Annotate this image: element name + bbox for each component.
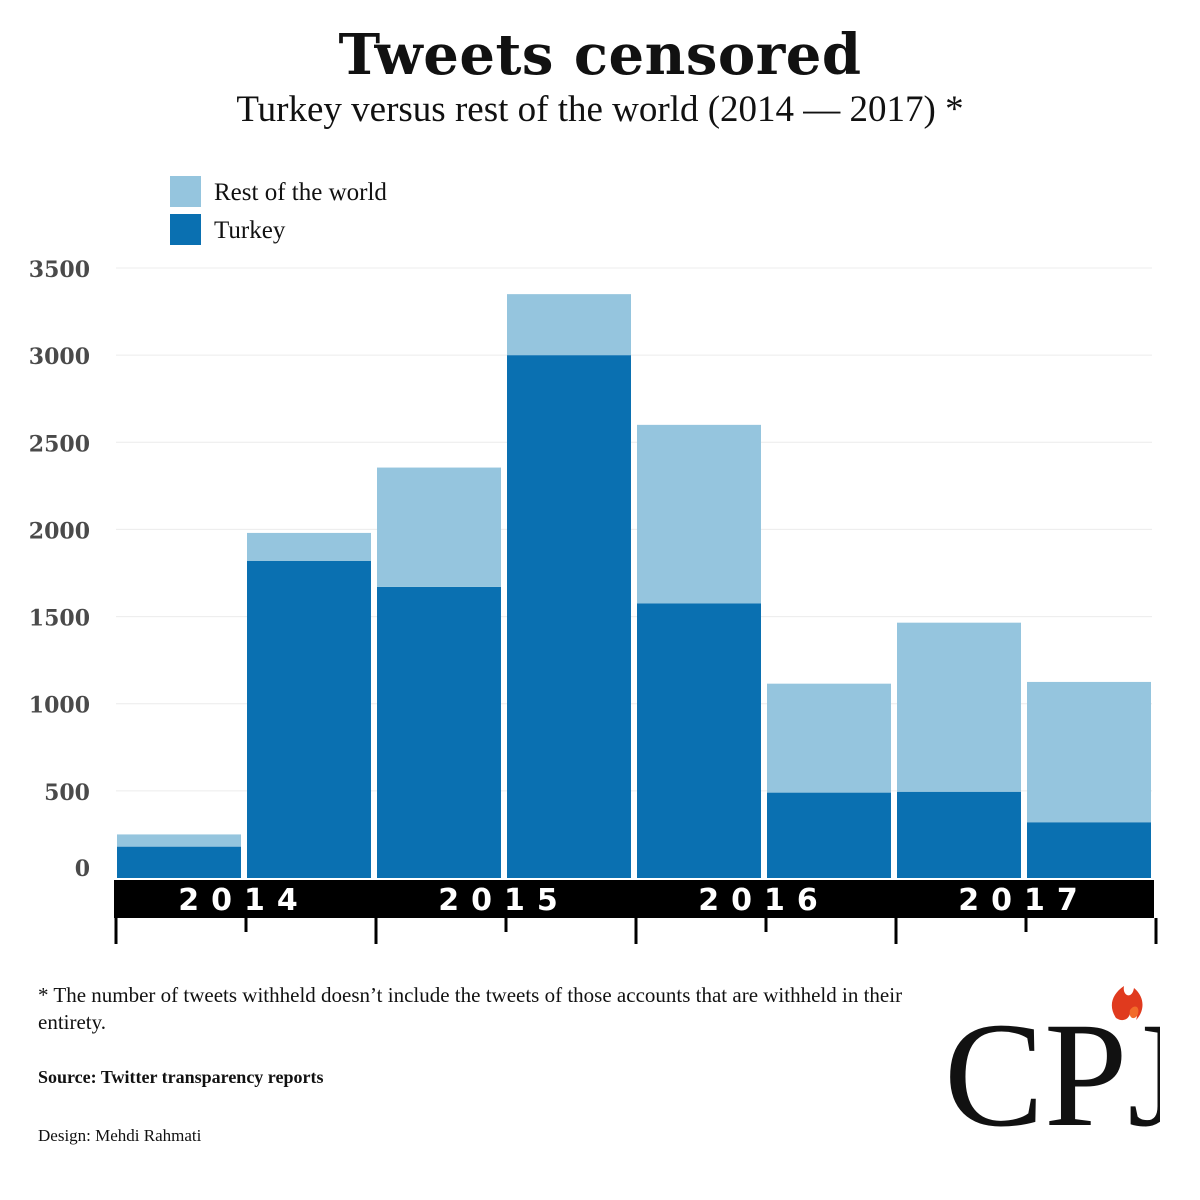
legend-label: Rest of the world [214, 179, 387, 206]
bar-rest-of-the-world [637, 424, 761, 604]
cpj-logo: CPJ [944, 986, 1160, 1158]
legend: Rest of the world Turkey [170, 176, 387, 245]
source-note: Source: Twitter transparency reports [38, 1067, 324, 1087]
bar-turkey [897, 791, 1021, 878]
bar-turkey [767, 792, 891, 878]
bar-turkey [637, 603, 761, 878]
bar-turkey [507, 355, 631, 879]
bars [117, 294, 1151, 879]
bar-rest-of-the-world [897, 622, 1021, 792]
y-axis-ticks: 0 500 1000 1500 2000 2500 3000 3500 [29, 257, 90, 882]
legend-label: Turkey [214, 217, 286, 244]
legend-swatch [170, 214, 201, 245]
legend-swatch [170, 176, 201, 207]
bar-rest-of-the-world [767, 683, 891, 793]
design-credit: Design: Mehdi Rahmati [38, 1126, 202, 1145]
bar-turkey [247, 560, 371, 878]
footnote: * The number of tweets withheld doesn’t … [38, 983, 903, 1034]
year-label: 2015 [438, 883, 570, 918]
bar-turkey [117, 846, 241, 878]
bar-turkey [377, 586, 501, 878]
chart-subtitle: Turkey versus rest of the world (2014 — … [236, 89, 964, 130]
y-tick-label: 1500 [29, 606, 90, 632]
year-label: 2016 [698, 883, 830, 918]
year-axis: 2014 2015 2016 2017 [114, 880, 1158, 944]
y-tick-label: 2000 [29, 518, 90, 544]
year-band [114, 880, 1154, 918]
chart-title: Tweets censored [338, 22, 862, 88]
year-label: 2017 [958, 883, 1090, 918]
bar-rest-of-the-world [507, 294, 631, 356]
bar-rest-of-the-world [117, 834, 241, 847]
y-tick-label: 3000 [29, 344, 90, 370]
year-label: 2014 [178, 883, 310, 918]
bar-rest-of-the-world [1027, 681, 1151, 823]
bar-turkey [1027, 822, 1151, 878]
y-tick-label: 1000 [29, 693, 90, 719]
y-tick-label: 2500 [29, 431, 90, 457]
flame-icon [1111, 986, 1143, 1021]
y-tick-label: 0 [75, 856, 90, 882]
bar-rest-of-the-world [247, 532, 371, 561]
y-tick-label: 500 [44, 780, 90, 806]
bar-rest-of-the-world [377, 467, 501, 587]
y-tick-label: 3500 [29, 257, 90, 283]
